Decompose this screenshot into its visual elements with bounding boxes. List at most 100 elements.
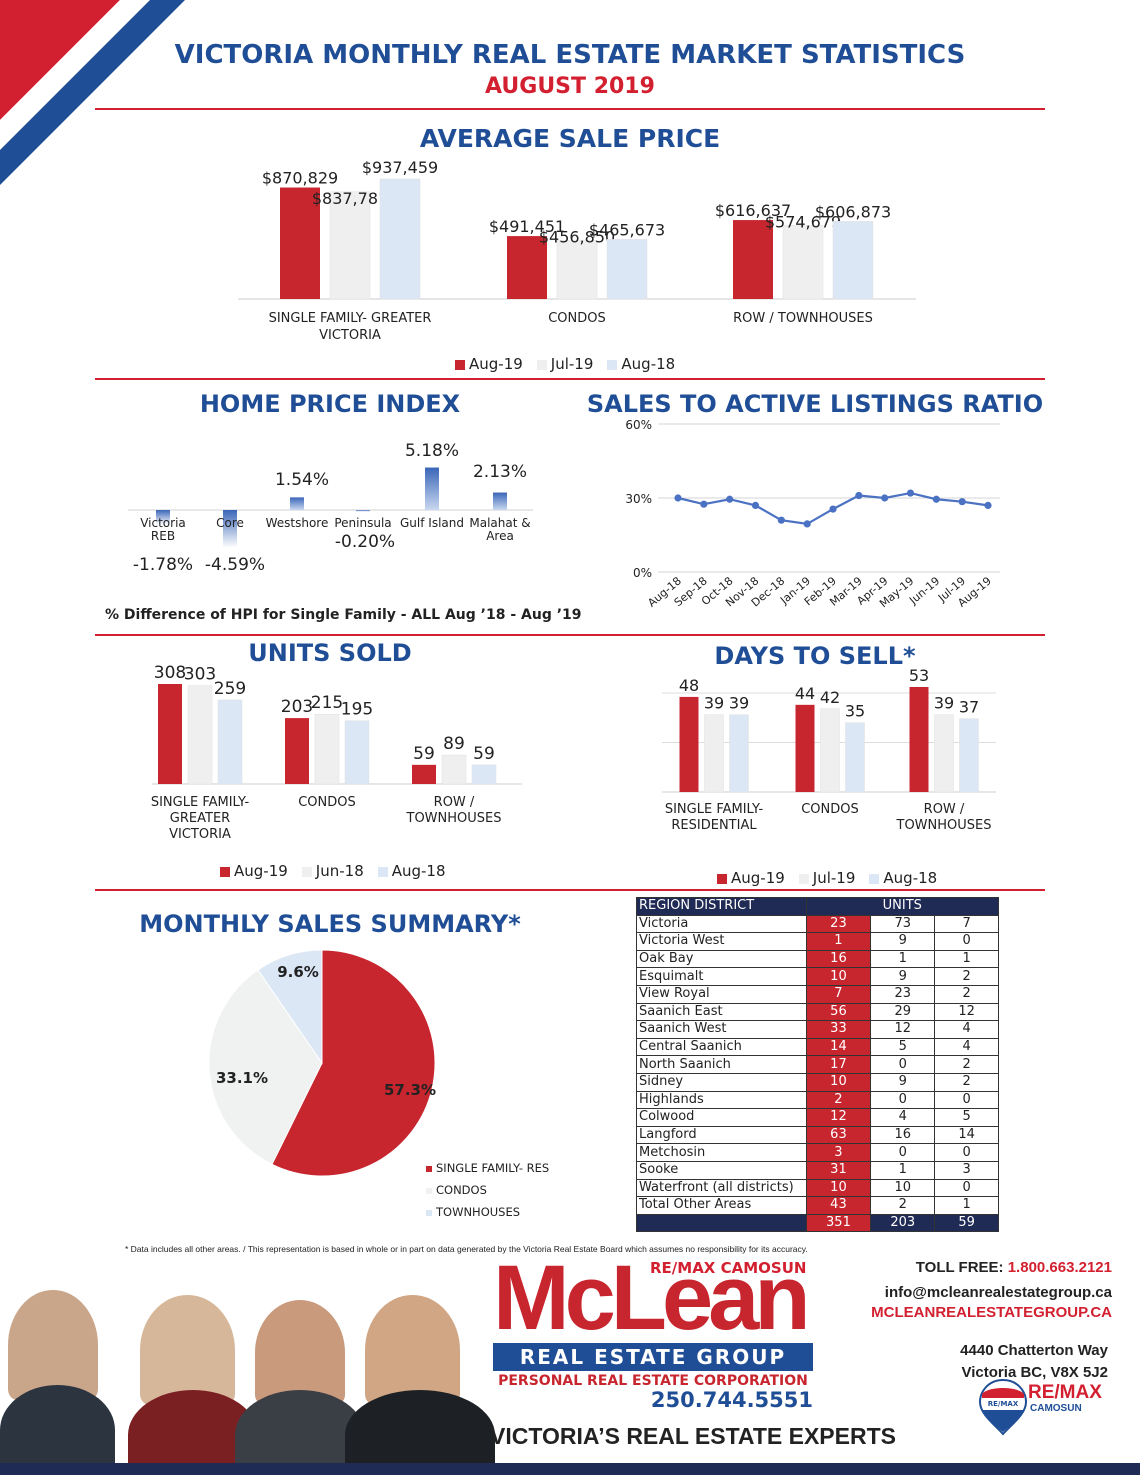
category-label: Core: [216, 516, 244, 530]
units-cell: 10: [805, 1178, 872, 1198]
toll-free: TOLL FREE: 1.800.663.2121: [840, 1259, 1112, 1276]
region-name-cell: Esquimalt: [636, 967, 807, 986]
table-row: Sooke 31 1 3: [636, 1160, 999, 1180]
units-cell: 0: [934, 932, 999, 951]
units-cell: 16: [805, 949, 872, 969]
units-cell: 3: [934, 1160, 999, 1180]
phone[interactable]: 250.744.5551: [650, 1388, 813, 1412]
website-link[interactable]: MCLEANREALESTATEGROUP.CA: [871, 1304, 1112, 1321]
footer-bar: [0, 1463, 1140, 1475]
bar: [729, 714, 749, 793]
units-cell: 2: [934, 1055, 999, 1074]
legend-label: CONDOS: [436, 1183, 487, 1197]
y-tick-label: 60%: [625, 418, 652, 432]
table-header-row: REGION DISTRICT UNITS: [636, 897, 1000, 916]
data-point: [803, 520, 811, 528]
y-tick-label: 30%: [625, 492, 652, 506]
units-sold-chart: 308 203 59 303 215 89 259 195 59 SINGLE FAMILY-GR…: [151, 663, 522, 842]
legend-item: Aug-18: [377, 862, 446, 880]
legend-item: Aug-19: [220, 862, 288, 880]
balloon-text: RE/MAX: [988, 1400, 1019, 1408]
data-point: [674, 494, 682, 502]
category-label: RESIDENTIAL: [671, 818, 757, 833]
data-point: [751, 501, 760, 509]
data-label: 259: [214, 679, 246, 699]
pie-slice: [271, 949, 436, 1177]
bar: [223, 510, 237, 548]
email-link[interactable]: info@mcleanrealestategroup.ca: [884, 1284, 1112, 1301]
bar: [285, 718, 309, 784]
category-label: SINGLE FAMILY-: [665, 802, 764, 817]
table-row: Langford 63 16 14: [636, 1125, 999, 1145]
footnote: * Data includes all other areas. / This …: [125, 1244, 808, 1254]
region-name-cell: North Saanich: [636, 1055, 807, 1074]
table-row: Highlands 2 0 0: [636, 1090, 999, 1110]
region-name-cell: [636, 1213, 807, 1233]
slice-label: 33.1%: [216, 1069, 268, 1087]
table-row: View Royal 7 23 2: [636, 984, 999, 1004]
avg-price-title: AVERAGE SALE PRICE: [419, 124, 721, 153]
divider: [95, 108, 1045, 110]
table-row: Waterfront (all districts) 10 10 0: [636, 1178, 999, 1198]
page-subtitle: AUGUST 2019: [485, 74, 655, 99]
divider: [95, 889, 1045, 891]
table-row: Esquimalt 10 9 2: [636, 967, 999, 986]
sales-summary-title: MONTHLY SALES SUMMARY*: [139, 910, 521, 938]
units-cell: 29: [870, 1002, 936, 1022]
days-to-sell-chart: 48 44 53 39 42 39 39 35 37 SINGLE FAMILY-RESIDENT…: [662, 666, 996, 833]
table-header-region: REGION DISTRICT: [636, 897, 807, 916]
region-name-cell: Colwood: [636, 1108, 807, 1127]
region-name-cell: Langford: [636, 1125, 807, 1145]
region-name-cell: Highlands: [636, 1090, 807, 1110]
data-label: 39: [729, 694, 749, 713]
table-row: Sidney 10 9 2: [636, 1072, 999, 1092]
units-cell: 351: [805, 1213, 872, 1233]
bar: [356, 510, 370, 512]
category-label: CONDOS: [801, 802, 859, 817]
bar: [290, 497, 304, 510]
units-cell: 4: [934, 1020, 999, 1039]
data-label: 39: [934, 694, 954, 713]
table-row: Central Saanich 14 5 4: [636, 1037, 999, 1057]
category-label: VICTORIA: [169, 827, 231, 842]
legend-item: Jun-18: [301, 862, 364, 880]
table-row: Victoria 23 73 7: [636, 914, 999, 934]
units-cell: 23: [805, 914, 872, 934]
team-photo: [0, 1270, 495, 1465]
table-row: Colwood 12 4 5: [636, 1108, 999, 1127]
address-line-1: 4440 Chatterton Way: [960, 1342, 1108, 1359]
bar: [934, 714, 954, 793]
region-table: REGION DISTRICT UNITS Victoria 23 73 7 Victo…: [636, 897, 1000, 1233]
bar: [820, 708, 840, 793]
units-cell: 2: [934, 1072, 999, 1092]
toll-free-number[interactable]: 1.800.663.2121: [1007, 1259, 1112, 1276]
hpi-caption: % Difference of HPI for Single Family - …: [105, 607, 582, 623]
y-tick-label: 0%: [633, 566, 652, 580]
units-cell: 73: [870, 914, 936, 934]
bar: [379, 178, 421, 300]
units-cell: 0: [870, 1090, 936, 1110]
bar: [314, 713, 340, 785]
units-cell: 1: [870, 1160, 936, 1180]
units-cell: 203: [870, 1213, 936, 1233]
tagline: VICTORIA’S REAL ESTATE EXPERTS: [490, 1423, 896, 1449]
bar: [329, 191, 371, 300]
category-label: Area: [486, 529, 514, 543]
slice-label: 9.6%: [277, 963, 319, 981]
bar: [412, 764, 436, 784]
bar: [909, 687, 929, 792]
units-cell: 0: [870, 1055, 936, 1074]
data-label: 2.13%: [473, 462, 527, 482]
units-cell: 2: [870, 1196, 936, 1215]
remax-balloon-icon: RE/MAX: [978, 1378, 1028, 1436]
legend-item: Aug-19: [717, 869, 785, 887]
region-name-cell: Total Other Areas: [636, 1196, 807, 1215]
data-label: 48: [679, 676, 699, 695]
units-cell: 0: [934, 1090, 999, 1110]
bar: [158, 684, 182, 784]
data-label: 215: [311, 693, 343, 713]
data-label: 37: [959, 698, 979, 717]
category-label: GREATER: [170, 811, 230, 826]
units-cell: 16: [870, 1125, 936, 1145]
